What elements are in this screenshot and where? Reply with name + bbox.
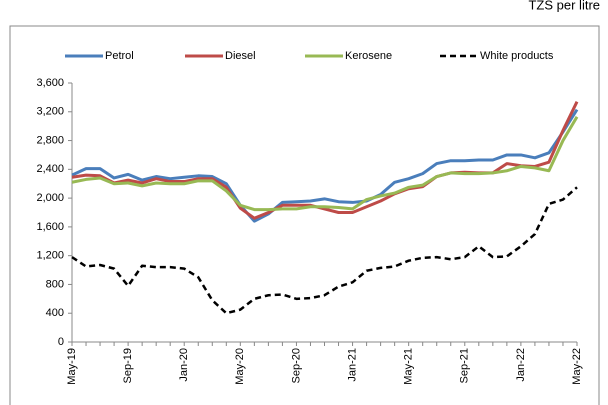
y-tick-label: 400 [46, 307, 64, 319]
x-tick-label: Sep-21 [459, 348, 471, 383]
y-tick-label: 800 [46, 278, 64, 290]
chart-frame [9, 25, 600, 405]
legend-label: Kerosene [345, 50, 392, 62]
y-tick-label: 2,000 [36, 192, 64, 204]
y-tick-label: 1,600 [36, 221, 64, 233]
x-tick-label: Sep-19 [122, 348, 134, 383]
line-series [71, 101, 579, 220]
line-series [71, 116, 579, 212]
y-tick-label: 0 [58, 336, 64, 348]
x-tick-label: May-19 [66, 348, 78, 385]
y-tick-label: 1,200 [36, 250, 64, 262]
y-tick-label: 3,200 [36, 106, 64, 118]
x-tick-label: Sep-20 [290, 348, 302, 383]
x-tick-label: May-21 [403, 348, 415, 385]
y-tick-label: 3,600 [36, 77, 64, 89]
line-series [71, 108, 579, 223]
x-tick-label: Jan-20 [178, 348, 190, 382]
x-tick-label: Jan-21 [346, 348, 358, 382]
unit-label: TZS per litre [528, 0, 600, 12]
y-tick-label: 2,800 [36, 134, 64, 146]
x-tick-label: May-22 [571, 348, 583, 385]
legend-label: Diesel [225, 50, 256, 62]
line-series [71, 186, 578, 315]
x-tick-label: May-20 [234, 348, 246, 385]
x-tick-label: Jan-22 [515, 348, 527, 382]
y-tick-label: 2,400 [36, 163, 64, 175]
legend-label: Petrol [105, 50, 134, 62]
legend-label: White products [480, 50, 554, 62]
